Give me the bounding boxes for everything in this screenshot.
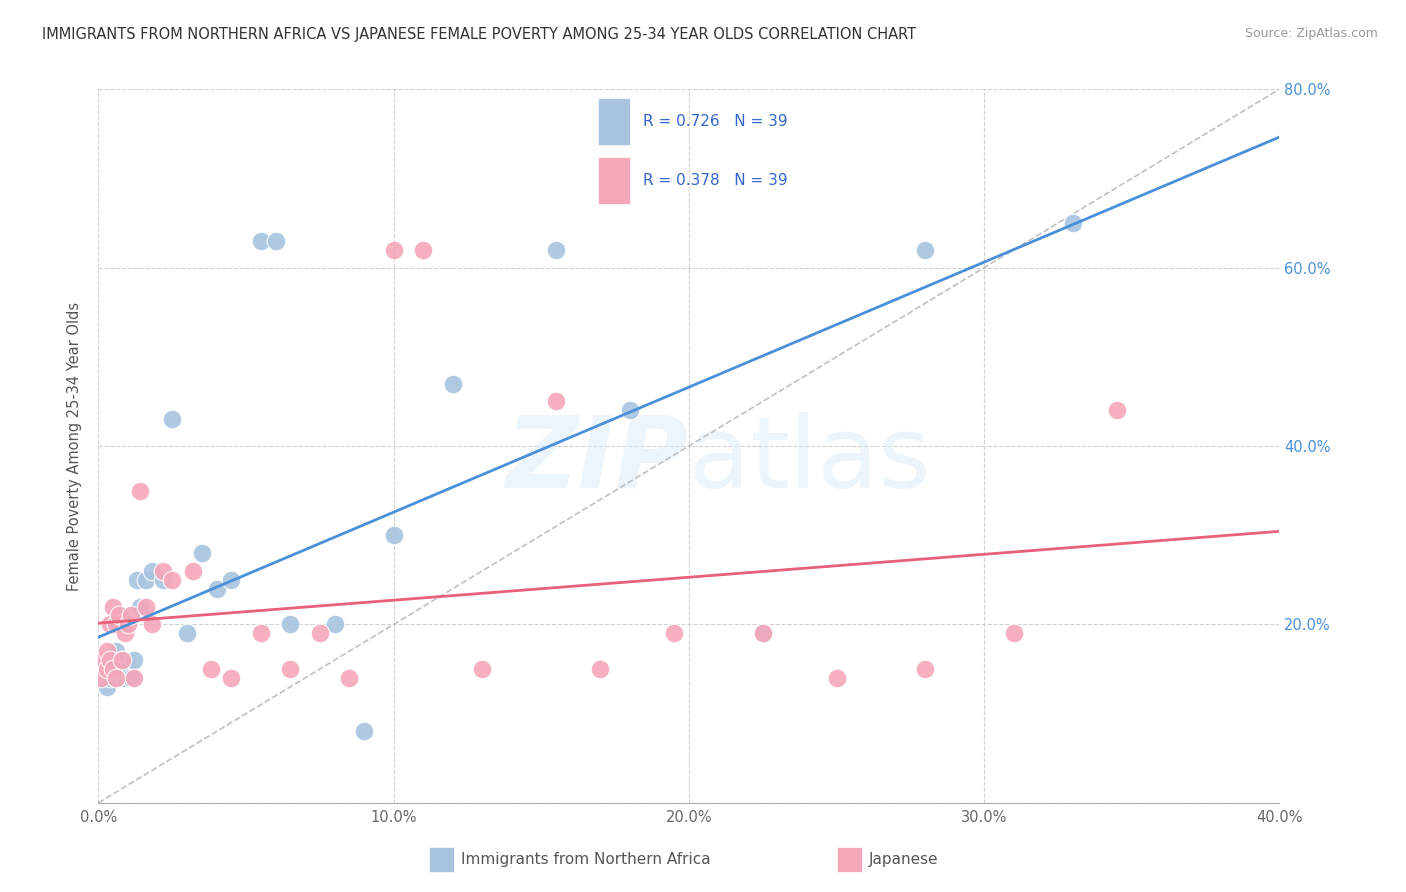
Point <box>751 626 773 640</box>
Point <box>122 653 145 667</box>
Point <box>1105 403 1128 417</box>
Point <box>128 483 150 498</box>
Point <box>111 653 134 667</box>
Text: atlas: atlas <box>689 412 931 508</box>
Point <box>103 662 125 676</box>
Point <box>103 599 125 614</box>
Y-axis label: Female Poverty Among 25-34 Year Olds: Female Poverty Among 25-34 Year Olds <box>67 301 83 591</box>
Text: Immigrants from Northern Africa: Immigrants from Northern Africa <box>461 853 711 867</box>
Point <box>191 546 214 560</box>
Point <box>141 617 163 632</box>
Point <box>96 653 118 667</box>
Point <box>162 573 183 587</box>
Point <box>200 662 222 676</box>
Point <box>412 243 434 257</box>
Point <box>441 376 464 391</box>
Text: Source: ZipAtlas.com: Source: ZipAtlas.com <box>1244 27 1378 40</box>
Point <box>114 626 136 640</box>
Point <box>176 626 198 640</box>
Point <box>751 626 773 640</box>
Point <box>90 671 112 685</box>
Point <box>250 626 273 640</box>
Point <box>152 573 174 587</box>
Point <box>96 671 118 685</box>
Point <box>103 653 125 667</box>
Point <box>141 564 163 578</box>
Point <box>278 662 302 676</box>
Point <box>117 662 139 676</box>
Point <box>96 644 118 658</box>
Point <box>181 564 204 578</box>
Point <box>108 662 131 676</box>
Point <box>825 671 848 685</box>
Point <box>96 662 118 676</box>
Text: Japanese: Japanese <box>869 853 939 867</box>
Point <box>108 608 131 623</box>
Point <box>152 564 174 578</box>
Point <box>90 671 112 685</box>
Point <box>135 573 157 587</box>
Point <box>96 680 118 694</box>
Point <box>589 662 612 676</box>
Point <box>120 671 142 685</box>
Point <box>98 653 121 667</box>
Point <box>1002 626 1025 640</box>
Point <box>162 412 183 426</box>
Point <box>546 243 568 257</box>
Point <box>105 671 128 685</box>
Point <box>103 662 125 676</box>
Point <box>105 644 128 658</box>
Point <box>125 573 148 587</box>
Point <box>278 617 302 632</box>
Point <box>914 662 936 676</box>
Point <box>93 662 115 676</box>
Point <box>117 617 139 632</box>
Point <box>339 671 360 685</box>
Point <box>205 582 228 596</box>
Point <box>250 234 273 248</box>
Point <box>105 617 128 632</box>
Point <box>1062 216 1084 230</box>
Text: IMMIGRANTS FROM NORTHERN AFRICA VS JAPANESE FEMALE POVERTY AMONG 25-34 YEAR OLDS: IMMIGRANTS FROM NORTHERN AFRICA VS JAPAN… <box>42 27 917 42</box>
Point <box>546 394 568 409</box>
Point <box>309 626 332 640</box>
Point <box>382 243 405 257</box>
Text: ZIP: ZIP <box>506 412 689 508</box>
Point <box>323 617 346 632</box>
Point <box>114 671 136 685</box>
Point <box>93 653 115 667</box>
Point <box>471 662 494 676</box>
Point <box>111 653 134 667</box>
Point <box>98 662 121 676</box>
Point <box>219 671 242 685</box>
Point <box>382 528 405 542</box>
Point <box>619 403 641 417</box>
Point <box>219 573 242 587</box>
Point <box>98 671 121 685</box>
Point <box>98 617 121 632</box>
Point <box>122 671 145 685</box>
Point <box>120 608 142 623</box>
Point <box>914 243 936 257</box>
Point <box>264 234 287 248</box>
Point <box>353 724 375 739</box>
Point <box>135 599 157 614</box>
Point <box>128 599 150 614</box>
Point <box>105 671 128 685</box>
Point <box>664 626 686 640</box>
